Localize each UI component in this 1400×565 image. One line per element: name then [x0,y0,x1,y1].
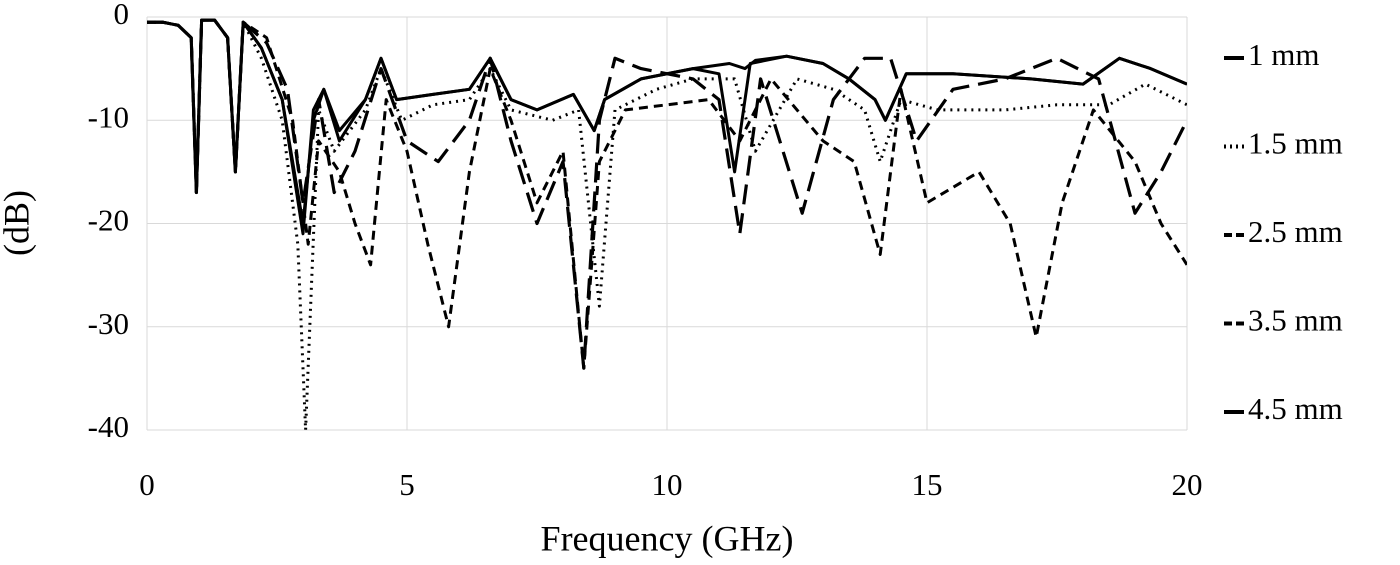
y-tick-label: -20 [88,203,129,238]
x-tick-label: 15 [912,467,943,502]
x-axis-label: Frequency (GHz) [541,518,794,558]
legend-label: 1 mm [1248,37,1319,72]
x-tick-label: 10 [652,467,683,502]
x-tick-label: 5 [399,467,415,502]
y-tick-label: 0 [114,0,130,31]
y-axis-label: (dB) [0,190,36,256]
legend-label: 1.5 mm [1248,126,1343,161]
y-tick-label: -40 [88,409,129,444]
series-line [147,18,1187,236]
legend-label: 2.5 mm [1248,214,1343,249]
y-tick-label: -10 [88,99,129,134]
x-tick-label: 20 [1172,467,1203,502]
series-line [147,18,1187,370]
legend-label: 4.5 mm [1248,391,1343,426]
legend-label: 3.5 mm [1248,303,1343,338]
y-tick-label: -30 [88,306,129,341]
x-tick-label: 0 [139,467,155,502]
